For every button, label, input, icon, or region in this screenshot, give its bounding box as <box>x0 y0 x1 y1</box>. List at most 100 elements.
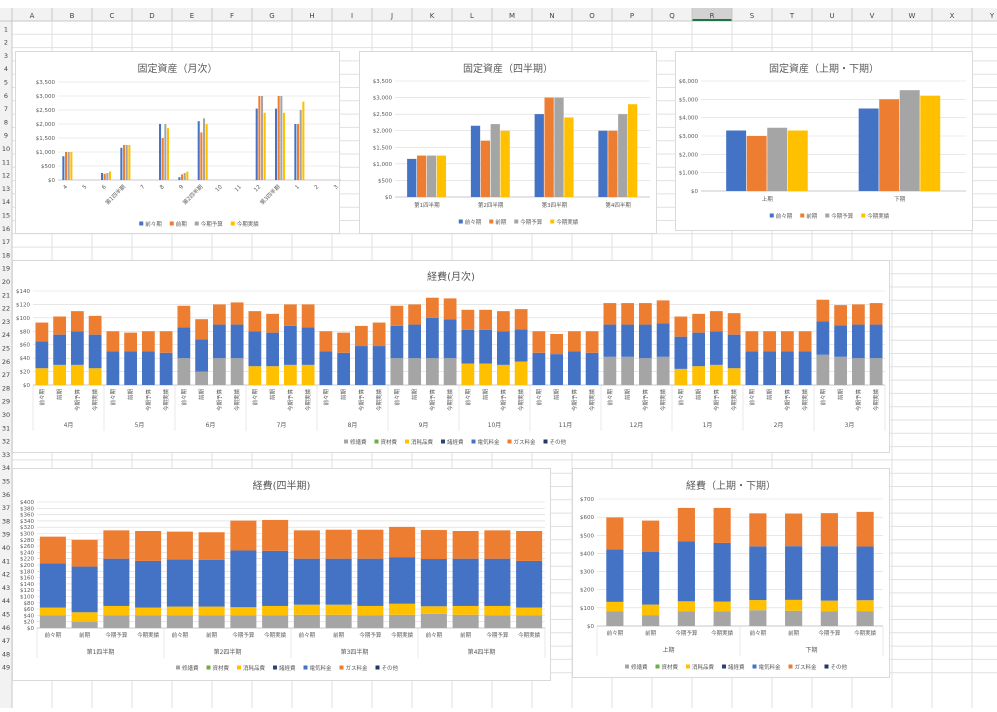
row-header-17[interactable]: 17 <box>2 238 10 246</box>
row-header-26[interactable]: 26 <box>2 358 10 366</box>
x-tick-label: 今期予算 <box>359 631 382 639</box>
column-header-S[interactable]: S <box>750 12 755 20</box>
row-header-35[interactable]: 35 <box>2 478 10 486</box>
row-header-10[interactable]: 10 <box>2 145 10 153</box>
chart-fixed-assets-quarterly[interactable]: 固定資産（四半期） $0 $500 $1,000 $1,500 $2,000 $2,500… <box>359 51 657 234</box>
column-header-N[interactable]: N <box>549 12 554 20</box>
row-header-21[interactable]: 21 <box>2 291 10 299</box>
column-header-Y[interactable]: Y <box>989 12 995 20</box>
row-header-44[interactable]: 44 <box>2 597 10 605</box>
legend-entry: 資材費 <box>381 438 398 446</box>
chart-expenses-monthly[interactable]: 経費(月次) $0 $20 $40 $60 $80 $100 $120 $140 前々期 前期 今期… <box>12 260 890 453</box>
row-header-22[interactable]: 22 <box>2 305 10 313</box>
row-header-46[interactable]: 46 <box>2 624 10 632</box>
legend-swatch <box>550 219 555 224</box>
legend-swatch <box>800 213 805 218</box>
column-header-J[interactable]: J <box>390 12 393 20</box>
group-label: 2月 <box>774 422 784 429</box>
column-header-W[interactable]: W <box>909 12 916 20</box>
column-header-R[interactable]: R <box>710 12 715 20</box>
row-header-30[interactable]: 30 <box>2 411 10 419</box>
column-header-T[interactable]: T <box>789 12 795 20</box>
row-header-34[interactable]: 34 <box>2 464 10 472</box>
bar-segment <box>357 605 384 616</box>
row-header-45[interactable]: 45 <box>2 611 10 619</box>
row-header-4[interactable]: 4 <box>4 65 8 73</box>
row-header-41[interactable]: 41 <box>2 557 10 565</box>
column-header-F[interactable]: F <box>230 12 234 20</box>
legend-swatch <box>507 439 512 444</box>
legend-swatch <box>625 664 629 669</box>
row-header-16[interactable]: 16 <box>2 225 10 233</box>
row-header-31[interactable]: 31 <box>2 424 10 432</box>
chart-expenses-half[interactable]: 経費（上期・下期） $0 $100 $200 $300 $400 $500 $600 $700… <box>572 468 890 678</box>
row-header-12[interactable]: 12 <box>2 172 10 180</box>
chart-expenses-quarterly[interactable]: 経費(四半期) $0 $20 $40 $60 $80 $100 $120 $140 $160 $1… <box>12 468 551 681</box>
bar-segment <box>514 309 528 330</box>
row-header-11[interactable]: 11 <box>2 158 10 166</box>
row-header-43[interactable]: 43 <box>2 584 10 592</box>
x-tick-label: 今期予算 <box>499 389 507 412</box>
column-header-X[interactable]: X <box>950 12 955 20</box>
row-header-15[interactable]: 15 <box>2 212 10 220</box>
row-header-42[interactable]: 42 <box>2 571 10 579</box>
column-header-L[interactable]: L <box>470 12 474 20</box>
column-header-H[interactable]: H <box>309 12 314 20</box>
row-header-47[interactable]: 47 <box>2 637 10 645</box>
column-header-G[interactable]: G <box>269 12 274 20</box>
row-header-49[interactable]: 49 <box>2 664 10 672</box>
chart-fixed-assets-monthly[interactable]: 固定資産（月次） $0 $500 $1,000 $1,500 $2,000 $2,500 $… <box>15 51 341 234</box>
bar-segment <box>516 615 543 628</box>
row-header-24[interactable]: 24 <box>2 331 10 339</box>
x-tick-label: 今期実績 <box>304 389 312 412</box>
bar-segment <box>785 610 803 626</box>
column-header-P[interactable]: P <box>630 12 634 20</box>
row-header-8[interactable]: 8 <box>4 118 8 126</box>
row-header-9[interactable]: 9 <box>4 132 8 140</box>
row-header-2[interactable]: 2 <box>4 39 8 47</box>
row-header-1[interactable]: 1 <box>4 25 8 33</box>
row-header-37[interactable]: 37 <box>2 504 10 512</box>
row-header-29[interactable]: 29 <box>2 398 10 406</box>
column-header-U[interactable]: U <box>829 12 834 20</box>
column-header-C[interactable]: C <box>110 12 115 20</box>
row-header-7[interactable]: 7 <box>4 105 8 113</box>
bar-segment <box>713 542 731 602</box>
row-header-25[interactable]: 25 <box>2 345 10 353</box>
column-header-I[interactable]: I <box>351 12 353 20</box>
bar-segment <box>103 558 130 606</box>
row-header-18[interactable]: 18 <box>2 251 10 259</box>
row-header-40[interactable]: 40 <box>2 544 10 552</box>
column-header-M[interactable]: M <box>509 12 515 20</box>
bar <box>564 117 574 197</box>
column-header-V[interactable]: V <box>870 12 875 20</box>
row-header-39[interactable]: 39 <box>2 531 10 539</box>
column-header-D[interactable]: D <box>149 12 154 20</box>
row-header-32[interactable]: 32 <box>2 438 10 446</box>
x-tick-label: 6 <box>101 184 108 191</box>
row-header-14[interactable]: 14 <box>2 198 10 206</box>
row-header-36[interactable]: 36 <box>2 491 10 499</box>
column-header-B[interactable]: B <box>70 12 75 20</box>
row-header-23[interactable]: 23 <box>2 318 10 326</box>
chart-fixed-assets-half[interactable]: 固定資産（上期・下期） $0 $1,000 $2,000 $3,000 $4,000 $5… <box>675 51 973 231</box>
column-header-E[interactable]: E <box>190 12 194 20</box>
row-header-27[interactable]: 27 <box>2 371 10 379</box>
row-header-20[interactable]: 20 <box>2 278 10 286</box>
row-header-33[interactable]: 33 <box>2 451 10 459</box>
row-header-28[interactable]: 28 <box>2 384 10 392</box>
column-header-Q[interactable]: Q <box>669 12 675 20</box>
row-header-6[interactable]: 6 <box>4 92 8 100</box>
row-header-5[interactable]: 5 <box>4 79 8 87</box>
row-header-13[interactable]: 13 <box>2 185 10 193</box>
row-header-3[interactable]: 3 <box>4 52 8 60</box>
column-header-O[interactable]: O <box>589 12 595 20</box>
bar-segment <box>816 299 830 322</box>
row-header-19[interactable]: 19 <box>2 265 10 273</box>
row-header-38[interactable]: 38 <box>2 517 10 525</box>
bar-segment <box>816 354 830 385</box>
column-header-K[interactable]: K <box>430 12 435 20</box>
row-header-48[interactable]: 48 <box>2 650 10 658</box>
column-header-A[interactable]: A <box>30 12 35 20</box>
